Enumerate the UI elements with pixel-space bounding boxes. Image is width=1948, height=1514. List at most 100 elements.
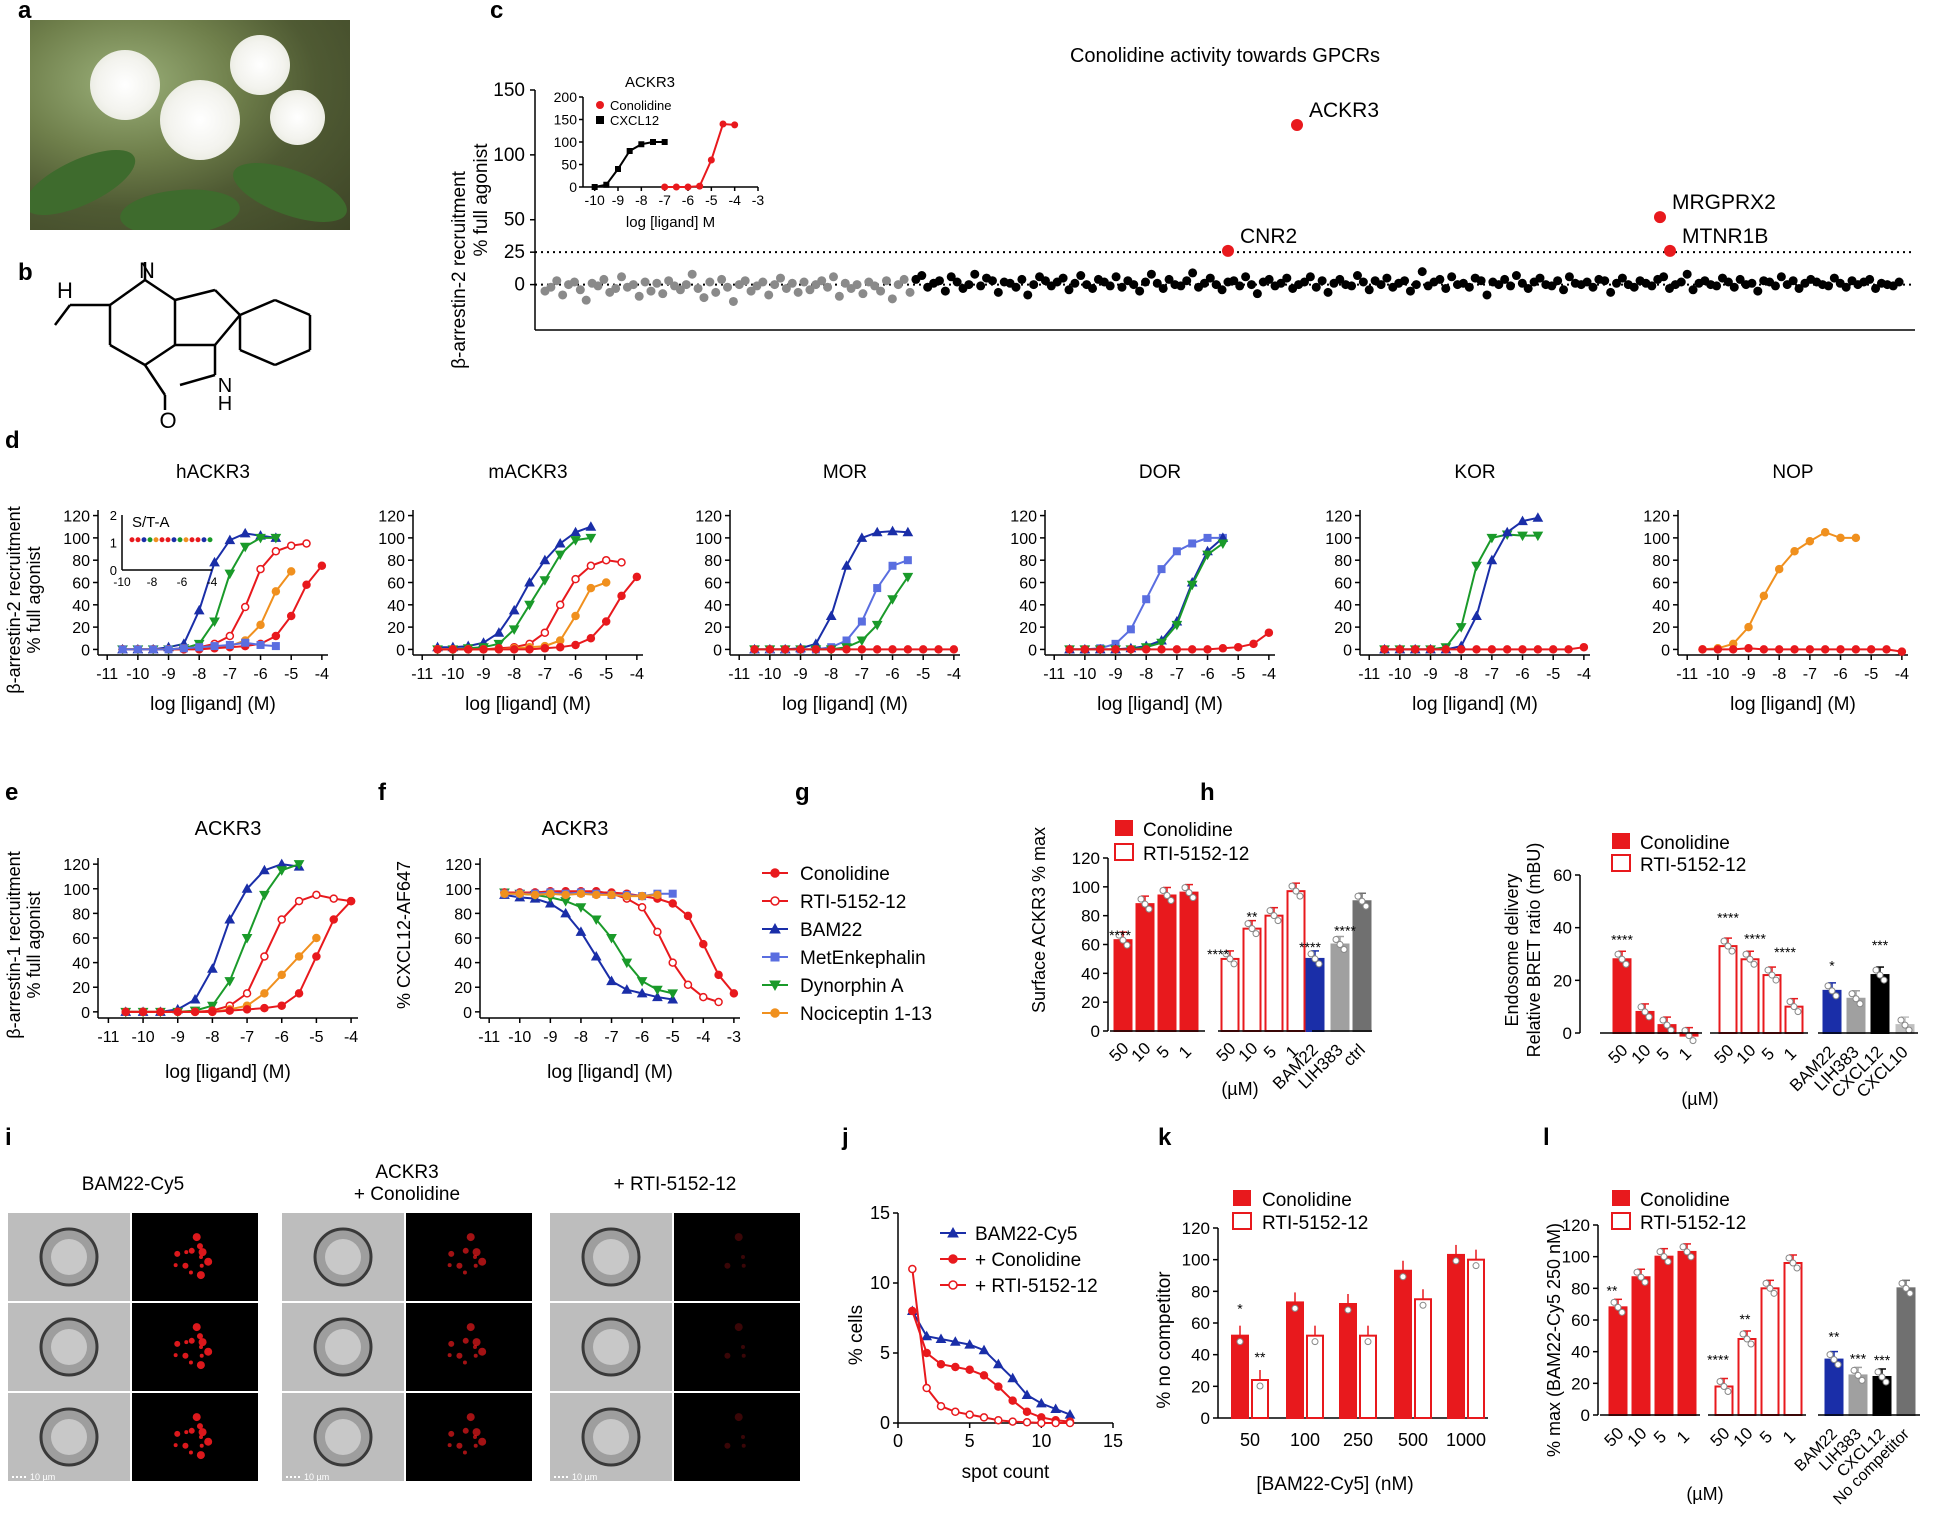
data-point	[873, 584, 882, 593]
replicate-point	[1315, 960, 1323, 968]
replicate-point	[1828, 987, 1836, 995]
data-point	[1188, 539, 1197, 548]
data-point	[902, 526, 914, 537]
bar	[1264, 914, 1284, 1033]
replicate-point	[1119, 936, 1127, 944]
screen-point	[1564, 272, 1574, 282]
data-point	[637, 891, 647, 901]
data-point	[294, 896, 304, 906]
data-point	[842, 645, 851, 654]
screen-point	[1500, 274, 1510, 284]
x-tick-label: -8	[1139, 666, 1153, 683]
data-point	[1744, 622, 1753, 632]
data-point	[239, 542, 251, 553]
panel-letter: h	[1200, 779, 1215, 806]
screen-point	[934, 276, 944, 286]
fluorescent-spot	[741, 1435, 745, 1439]
y-tick-label: 100	[1643, 531, 1670, 548]
screen-point	[828, 272, 838, 282]
fluorescent-spot	[188, 1450, 193, 1455]
replicate-point	[1252, 930, 1260, 938]
bar	[1760, 1287, 1780, 1417]
y-tick-label: 0	[396, 642, 405, 659]
data-point	[992, 1358, 1004, 1369]
data-point	[637, 902, 647, 912]
x-tick-label: 10	[1628, 1041, 1655, 1068]
replicate-point	[1850, 1366, 1858, 1374]
data-point	[586, 561, 596, 571]
legend-label: CXCL12	[610, 113, 659, 128]
bar	[1824, 1358, 1844, 1417]
screen-point	[693, 283, 703, 293]
bond	[144, 278, 176, 302]
data-point	[1744, 644, 1753, 653]
data-point	[260, 952, 269, 961]
data-point	[164, 645, 173, 654]
screen-point	[1011, 282, 1021, 292]
fluorescence-image	[406, 1393, 532, 1481]
data-point	[255, 533, 266, 544]
data-point	[312, 952, 321, 961]
fluorescent-spot	[734, 1413, 743, 1422]
fluorescent-spot	[174, 1340, 181, 1347]
inset-point	[707, 156, 715, 164]
data-point	[1836, 533, 1845, 543]
bar	[1394, 1269, 1412, 1419]
screen-point	[1688, 285, 1698, 295]
bar	[1352, 900, 1372, 1032]
x-tick-label: -10	[132, 1029, 155, 1046]
bar	[1220, 957, 1240, 1033]
inset-y-tick-label: 0	[569, 179, 577, 195]
y-tick-label: 60	[1334, 576, 1352, 593]
screen-point	[775, 273, 785, 283]
x-tick-label: 10	[1235, 1039, 1262, 1066]
x-tick-label: -5	[1546, 666, 1560, 683]
x-tick-label: -7	[604, 1029, 618, 1046]
data-point	[1037, 1418, 1046, 1428]
flower-photo	[30, 20, 350, 230]
fluorescent-spot	[462, 1247, 469, 1254]
screen-point	[1606, 287, 1616, 297]
legend-label: Conolidine	[1143, 820, 1233, 841]
screen-point	[581, 295, 591, 305]
data-point	[240, 602, 250, 612]
data-point	[1035, 1397, 1047, 1408]
replicate-point	[1633, 1268, 1641, 1276]
replicate-point	[1832, 992, 1840, 1000]
inset-point	[159, 537, 165, 543]
data-point	[699, 992, 708, 1002]
data-point	[1126, 645, 1136, 654]
data-point	[921, 1330, 933, 1341]
replicate-point	[1905, 1026, 1913, 1034]
screen-point	[852, 280, 862, 290]
fluorescent-spot	[188, 1247, 195, 1254]
data-point	[825, 610, 837, 620]
inset-title: ACKR3	[625, 74, 675, 91]
y-tick-label: 60	[704, 576, 722, 593]
x-tick-label: 5	[1153, 1042, 1173, 1062]
y-axis-label: Surface ACKR3 % max	[1029, 827, 1049, 1013]
data-point	[978, 1344, 990, 1355]
data-point	[317, 561, 327, 571]
bond	[143, 364, 167, 396]
data-point	[277, 1001, 286, 1010]
x-tick-label: -6	[1515, 666, 1529, 683]
x-tick-label: 5	[1650, 1427, 1670, 1447]
data-point	[208, 1007, 217, 1017]
data-point	[554, 537, 566, 548]
data-point	[286, 611, 296, 621]
data-point	[1471, 561, 1482, 572]
fluorescent-spot	[724, 1352, 731, 1359]
replicate-point	[1874, 1368, 1882, 1376]
data-point	[271, 631, 281, 641]
replicate-point	[1858, 1376, 1866, 1384]
data-point	[857, 645, 867, 654]
data-point	[555, 642, 565, 652]
data-point	[1380, 645, 1389, 654]
screen-point	[1241, 272, 1251, 282]
inset-point	[147, 537, 153, 543]
screen-point	[1335, 274, 1345, 284]
x-tick-label: -9	[1423, 666, 1437, 683]
x-tick-label: ctrl	[1339, 1040, 1368, 1069]
inset-x-tick-label: -5	[705, 192, 718, 208]
